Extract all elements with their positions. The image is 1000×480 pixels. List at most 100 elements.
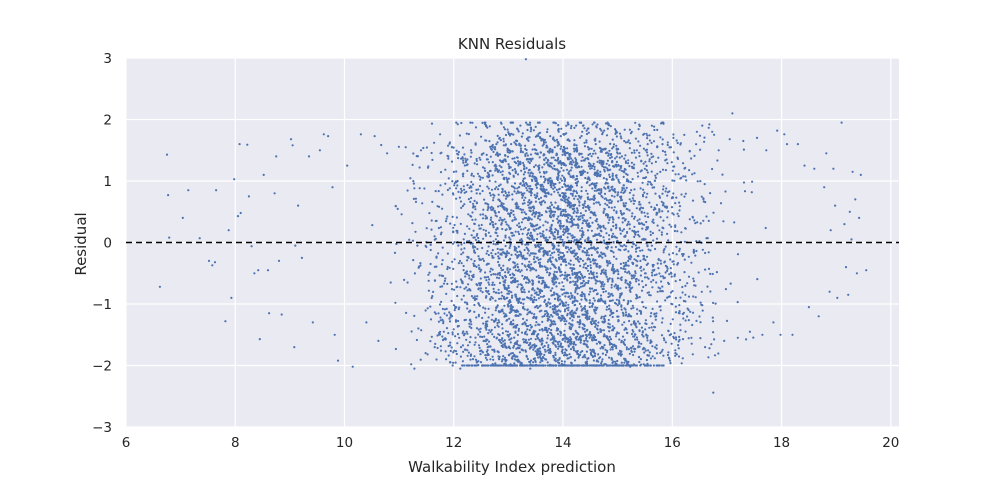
data-point: [662, 219, 665, 222]
data-point: [618, 302, 621, 305]
data-point: [597, 331, 600, 334]
data-point: [646, 212, 649, 215]
data-point: [477, 188, 480, 191]
data-point: [642, 335, 645, 338]
data-point: [678, 335, 681, 338]
data-point: [464, 161, 467, 164]
data-point: [490, 318, 493, 321]
data-point: [479, 270, 482, 273]
data-point: [479, 178, 482, 181]
data-point: [529, 130, 532, 133]
data-point: [450, 160, 454, 163]
data-point: [561, 153, 564, 156]
data-point: [520, 193, 524, 196]
data-point: [526, 189, 529, 192]
data-point: [469, 358, 472, 361]
data-point: [508, 228, 511, 231]
data-point: [569, 323, 572, 326]
data-point: [533, 252, 536, 255]
data-point: [545, 144, 548, 147]
data-point: [604, 353, 608, 356]
data-point: [530, 128, 533, 131]
data-point: [545, 310, 548, 313]
data-point: [470, 190, 473, 193]
data-point: [431, 200, 434, 203]
data-point: [642, 237, 645, 240]
data-point: [484, 271, 487, 274]
data-point: [618, 338, 621, 341]
data-point: [488, 170, 491, 173]
data-point: [611, 325, 614, 328]
data-point: [736, 253, 740, 256]
data-point: [595, 265, 599, 268]
data-point: [669, 333, 673, 336]
data-point: [549, 363, 552, 366]
data-point: [649, 341, 652, 345]
data-point: [502, 126, 505, 129]
data-point: [599, 170, 602, 173]
data-point: [537, 356, 540, 359]
data-point: [597, 360, 600, 363]
data-point: [623, 338, 626, 341]
data-point: [656, 290, 659, 293]
data-point: [474, 341, 477, 344]
data-point: [530, 194, 533, 197]
data-point: [611, 361, 614, 364]
data-point: [539, 187, 542, 190]
data-point: [479, 327, 482, 330]
data-point: [615, 298, 618, 301]
data-point: [658, 210, 661, 213]
data-point: [588, 287, 592, 290]
data-point: [567, 196, 570, 199]
data-point: [526, 313, 529, 316]
data-point: [467, 351, 470, 354]
data-point: [615, 155, 618, 158]
data-point: [573, 197, 576, 200]
data-point: [628, 227, 631, 230]
data-point: [574, 280, 577, 284]
data-point: [606, 280, 610, 283]
data-point: [573, 341, 576, 344]
data-point: [568, 173, 571, 176]
data-point: [446, 267, 449, 271]
data-point: [507, 300, 510, 303]
data-point: [568, 170, 571, 173]
data-point: [583, 202, 586, 205]
data-point: [646, 171, 649, 174]
data-point: [659, 262, 663, 265]
data-point: [560, 360, 564, 363]
data-point: [463, 332, 466, 335]
data-point: [429, 248, 432, 252]
data-point: [603, 242, 607, 245]
data-point: [627, 264, 630, 267]
data-point: [496, 321, 499, 325]
data-point: [574, 223, 578, 226]
data-point: [562, 285, 565, 288]
data-point: [519, 147, 523, 150]
data-point: [580, 170, 583, 173]
data-point: [448, 142, 451, 145]
data-point: [469, 121, 472, 124]
data-point: [621, 229, 624, 232]
data-point: [522, 218, 525, 221]
data-point: [565, 168, 569, 171]
data-point: [625, 348, 629, 351]
data-point: [527, 324, 530, 328]
data-point: [493, 283, 496, 286]
data-point: [569, 263, 572, 266]
data-point: [594, 364, 597, 367]
data-point: [559, 298, 562, 301]
data-point: [661, 138, 664, 141]
data-point: [657, 258, 660, 261]
data-point: [428, 212, 431, 215]
data-point: [593, 189, 596, 192]
data-point: [512, 174, 515, 177]
data-point: [524, 340, 527, 344]
data-point: [564, 210, 567, 213]
data-point: [455, 286, 458, 289]
data-point: [501, 173, 504, 176]
data-point: [498, 159, 502, 162]
data-point: [606, 169, 609, 172]
data-point: [461, 280, 464, 283]
data-point: [429, 243, 432, 246]
